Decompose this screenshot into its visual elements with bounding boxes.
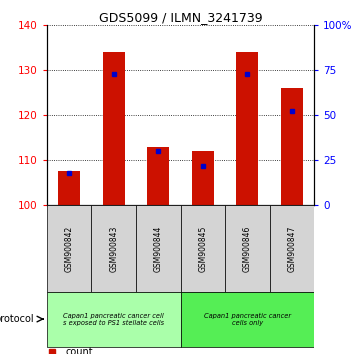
Bar: [47, 205, 91, 292]
Text: GSM900842: GSM900842: [65, 225, 74, 272]
Bar: [91, 205, 136, 292]
Bar: [280, 88, 303, 205]
Bar: [180, 292, 314, 347]
Bar: [180, 205, 225, 292]
Text: Capan1 pancreatic cancer cell
s exposed to PS1 stellate cells: Capan1 pancreatic cancer cell s exposed …: [63, 313, 164, 326]
Text: GSM900847: GSM900847: [287, 225, 296, 272]
Bar: [225, 205, 270, 292]
Bar: [136, 205, 180, 292]
Text: Capan1 pancreatic cancer
cells only: Capan1 pancreatic cancer cells only: [204, 313, 291, 326]
Bar: [47, 292, 180, 347]
Text: count: count: [66, 347, 93, 354]
Bar: [236, 52, 258, 205]
Text: GSM900844: GSM900844: [154, 225, 163, 272]
Bar: [192, 151, 214, 205]
Bar: [270, 205, 314, 292]
Text: protocol: protocol: [0, 314, 34, 324]
Bar: [58, 171, 80, 205]
Bar: [103, 52, 125, 205]
Text: GSM900846: GSM900846: [243, 225, 252, 272]
Text: GSM900843: GSM900843: [109, 225, 118, 272]
Title: GDS5099 / ILMN_3241739: GDS5099 / ILMN_3241739: [99, 11, 262, 24]
Bar: [147, 147, 169, 205]
Text: GSM900845: GSM900845: [198, 225, 207, 272]
